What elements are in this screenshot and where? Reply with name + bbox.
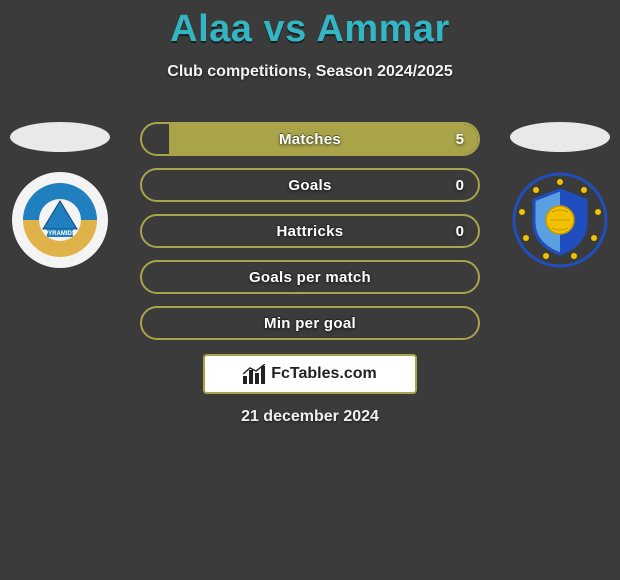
stat-label: Goals: [142, 170, 478, 200]
ismaily-badge-icon: [512, 172, 608, 268]
brand-text: FcTables.com: [271, 365, 377, 383]
stat-row: Matches5: [140, 122, 480, 156]
stat-row: Goals0: [140, 168, 480, 202]
pyramids-badge-icon: PYRAMIDS: [17, 177, 103, 263]
club-logo-left: PYRAMIDS: [12, 172, 108, 268]
stat-row: Hattricks0: [140, 214, 480, 248]
stat-label: Goals per match: [142, 262, 478, 292]
stat-row: Goals per match: [140, 260, 480, 294]
stat-value-right: 0: [456, 170, 464, 200]
stat-value-right: 5: [456, 124, 464, 154]
player-right-column: [500, 122, 620, 268]
stat-label: Matches: [142, 124, 478, 154]
date-text: 21 december 2024: [0, 408, 620, 426]
club-logo-right: [512, 172, 608, 268]
stat-label: Min per goal: [142, 308, 478, 338]
bar-chart-icon: [243, 364, 265, 384]
subtitle: Club competitions, Season 2024/2025: [0, 63, 620, 81]
stats-list: Matches5Goals0Hattricks0Goals per matchM…: [140, 122, 480, 352]
brand-box[interactable]: FcTables.com: [203, 354, 417, 394]
stat-row: Min per goal: [140, 306, 480, 340]
player-left-avatar: [10, 122, 110, 152]
stat-value-right: 0: [456, 216, 464, 246]
player-left-column: PYRAMIDS: [0, 122, 120, 268]
svg-text:PYRAMIDS: PYRAMIDS: [44, 231, 76, 237]
player-right-avatar: [510, 122, 610, 152]
page-title: Alaa vs Ammar: [0, 0, 620, 51]
stat-label: Hattricks: [142, 216, 478, 246]
comparison-card: Alaa vs Ammar Club competitions, Season …: [0, 0, 620, 580]
